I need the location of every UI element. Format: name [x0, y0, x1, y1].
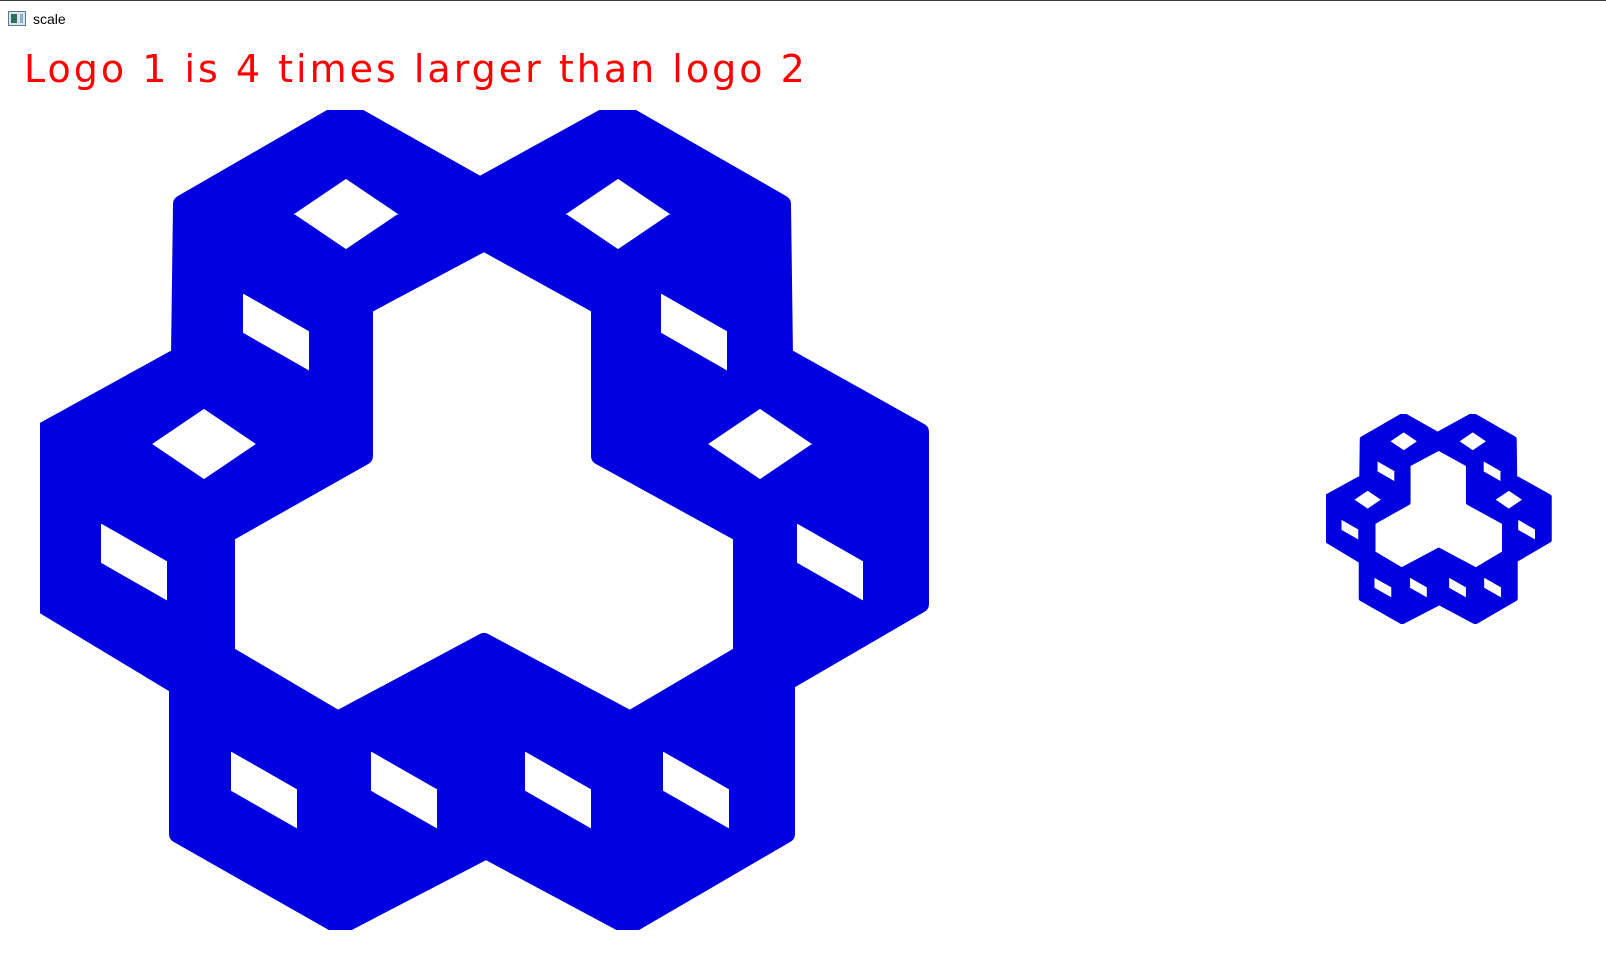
logo-large — [40, 110, 929, 930]
caption-text: Logo 1 is 4 times larger than logo 2 — [24, 47, 808, 91]
window-title: scale — [33, 11, 66, 27]
app-window-icon — [8, 11, 26, 26]
title-bar[interactable]: scale — [0, 0, 1606, 36]
logo-small — [1326, 414, 1552, 624]
logo-small-shape — [1326, 414, 1552, 624]
logo-large-shape — [40, 110, 929, 930]
